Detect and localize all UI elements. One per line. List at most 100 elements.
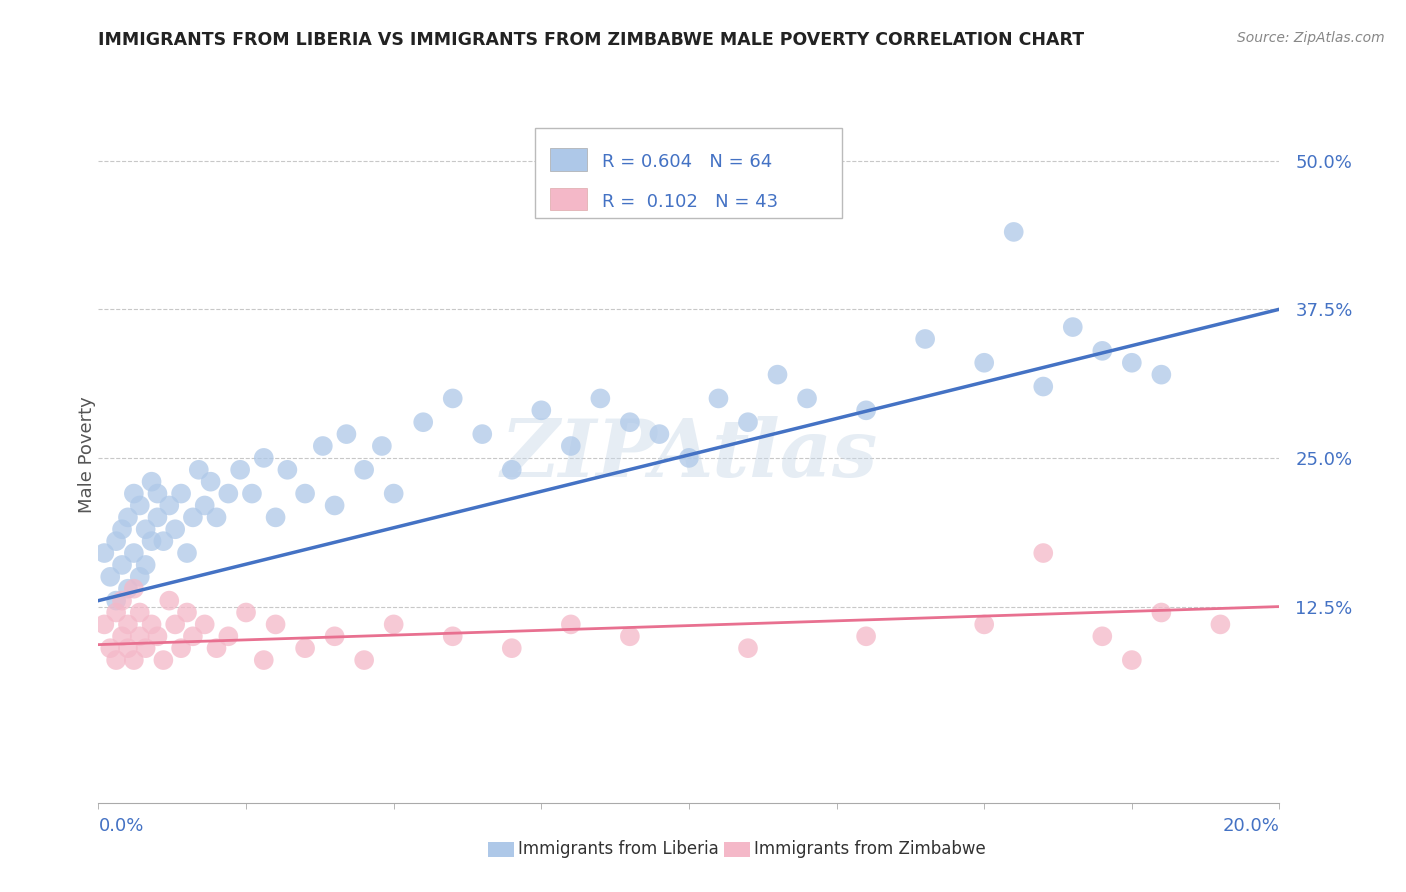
Point <box>141 475 163 489</box>
Point <box>855 629 877 643</box>
Bar <box>724 842 751 857</box>
Point <box>128 570 150 584</box>
Point <box>146 510 169 524</box>
Point <box>619 415 641 429</box>
Bar <box>488 842 515 857</box>
Point <box>371 439 394 453</box>
Point <box>412 415 434 429</box>
Point <box>1091 343 1114 358</box>
Point <box>589 392 612 406</box>
Point <box>105 593 128 607</box>
Point <box>335 427 357 442</box>
Text: Source: ZipAtlas.com: Source: ZipAtlas.com <box>1237 31 1385 45</box>
Text: IMMIGRANTS FROM LIBERIA VS IMMIGRANTS FROM ZIMBABWE MALE POVERTY CORRELATION CHA: IMMIGRANTS FROM LIBERIA VS IMMIGRANTS FR… <box>98 31 1084 49</box>
Point <box>170 486 193 500</box>
Point <box>441 629 464 643</box>
Text: 20.0%: 20.0% <box>1223 817 1279 835</box>
Bar <box>550 148 588 170</box>
Point <box>111 629 134 643</box>
Point <box>117 510 139 524</box>
Point <box>165 617 187 632</box>
Point <box>135 641 157 656</box>
Text: ZIPAtlas: ZIPAtlas <box>501 417 877 493</box>
Point <box>1002 225 1025 239</box>
Point <box>217 486 239 500</box>
Point <box>98 570 121 584</box>
Point <box>194 617 217 632</box>
Point <box>152 534 174 549</box>
Point <box>353 463 375 477</box>
Point <box>93 546 115 560</box>
Point <box>117 641 139 656</box>
Point <box>217 629 239 643</box>
Point <box>264 617 287 632</box>
Point <box>323 629 346 643</box>
Point <box>111 522 134 536</box>
Point <box>128 629 150 643</box>
Point <box>194 499 217 513</box>
Point <box>157 593 180 607</box>
Point <box>141 617 163 632</box>
Point <box>973 617 995 632</box>
FancyBboxPatch shape <box>536 128 842 219</box>
Point <box>240 486 263 500</box>
Point <box>93 617 115 632</box>
Point <box>117 617 139 632</box>
Point <box>264 510 287 524</box>
Point <box>141 534 163 549</box>
Point <box>152 653 174 667</box>
Point <box>170 641 193 656</box>
Point <box>353 653 375 667</box>
Point <box>382 486 405 500</box>
Point <box>122 486 145 500</box>
Point <box>1150 606 1173 620</box>
Text: Immigrants from Liberia: Immigrants from Liberia <box>517 840 718 858</box>
Point <box>253 653 276 667</box>
Point <box>229 463 252 477</box>
Text: R = 0.604   N = 64: R = 0.604 N = 64 <box>602 153 772 171</box>
Point <box>1121 653 1143 667</box>
Point <box>560 617 582 632</box>
Point <box>135 522 157 536</box>
Point <box>707 392 730 406</box>
Point <box>1150 368 1173 382</box>
Point <box>187 463 209 477</box>
Point <box>146 629 169 643</box>
Point <box>157 499 180 513</box>
Point <box>135 558 157 572</box>
Point <box>501 641 523 656</box>
Point <box>165 522 187 536</box>
Point <box>471 427 494 442</box>
Point <box>253 450 276 465</box>
Point <box>128 606 150 620</box>
Point <box>1209 617 1232 632</box>
Point <box>98 641 121 656</box>
Point <box>1032 379 1054 393</box>
Point <box>914 332 936 346</box>
Point <box>117 582 139 596</box>
Point <box>973 356 995 370</box>
Point <box>737 415 759 429</box>
Point <box>105 653 128 667</box>
Point <box>200 475 222 489</box>
Point <box>678 450 700 465</box>
Point <box>323 499 346 513</box>
Text: R =  0.102   N = 43: R = 0.102 N = 43 <box>602 193 778 211</box>
Point <box>122 653 145 667</box>
Point <box>181 629 204 643</box>
Point <box>382 617 405 632</box>
Point <box>176 606 198 620</box>
Text: Immigrants from Zimbabwe: Immigrants from Zimbabwe <box>754 840 986 858</box>
Point <box>530 403 553 417</box>
Point <box>176 546 198 560</box>
Point <box>205 510 228 524</box>
Point <box>796 392 818 406</box>
Point <box>111 593 134 607</box>
Point <box>766 368 789 382</box>
Point <box>146 486 169 500</box>
Point <box>294 641 316 656</box>
Point <box>105 534 128 549</box>
Point <box>560 439 582 453</box>
Point <box>441 392 464 406</box>
Point <box>1032 546 1054 560</box>
